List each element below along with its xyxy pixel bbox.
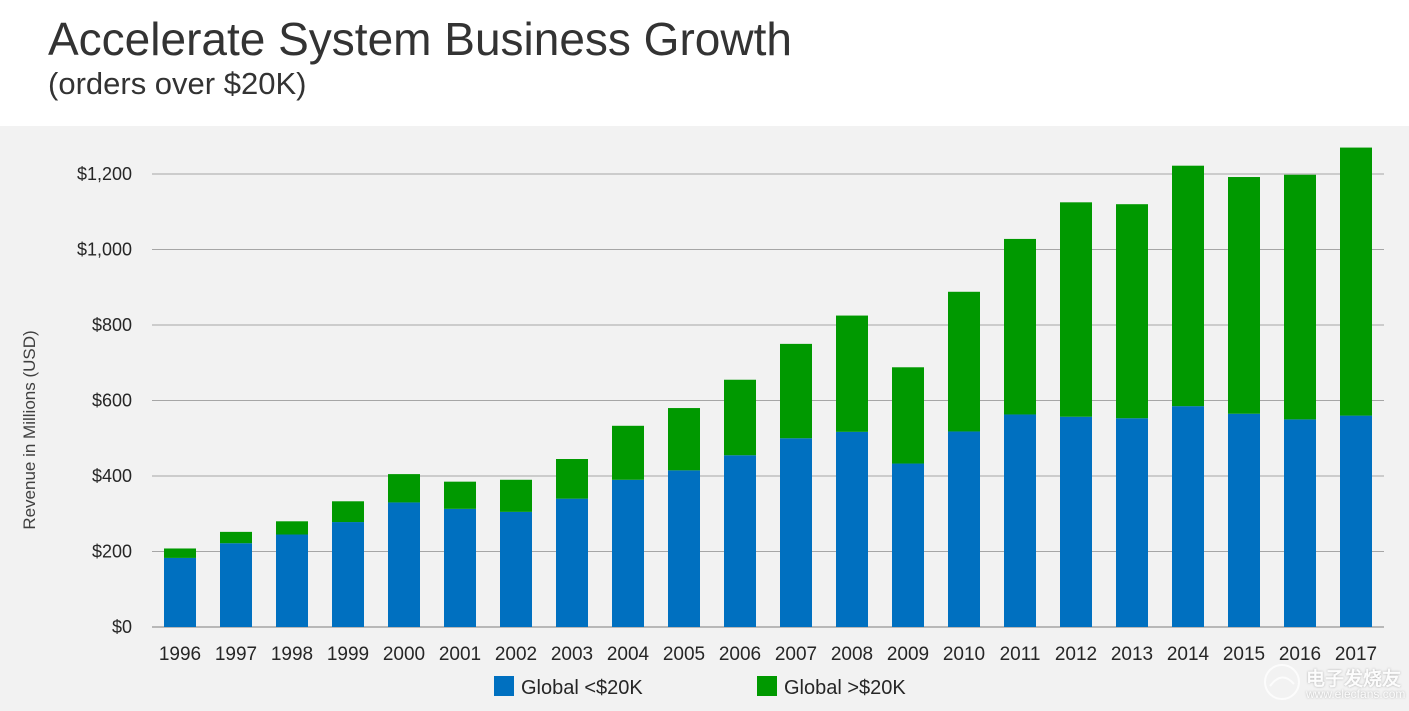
bar-global-over-20k [1340,147,1372,416]
x-tick-label: 2011 [1000,644,1041,665]
bar-global-over-20k [332,501,364,523]
legend-label: Global >$20K [784,677,906,699]
x-tick-label: 2003 [551,644,593,665]
x-tick-label: 2012 [1055,644,1097,665]
x-tick-label: 2007 [775,644,817,665]
y-tick-label: $0 [112,617,132,637]
x-tick-label: 2009 [887,644,929,665]
bar-global-over-20k [444,481,476,509]
x-tick-label: 2014 [1167,644,1210,665]
legend-swatch [757,676,777,696]
bar-global-over-20k [164,548,196,558]
bar-global-over-20k [1004,238,1036,415]
bar-global-under-20k [1228,413,1260,627]
bar-global-under-20k [1116,418,1148,627]
bar-global-under-20k [892,463,924,627]
legend-label: Global <$20K [521,677,643,699]
watermark: 电子发烧友 www.elecfans.com [1262,660,1406,706]
bar-global-under-20k [668,470,700,627]
watermark-text: 电子发烧友 [1306,669,1402,690]
x-tick-label: 1996 [159,644,201,665]
bar-global-under-20k [1284,419,1316,627]
y-tick-label: $1,000 [77,240,132,260]
bar-global-over-20k [724,379,756,456]
bar-global-under-20k [1172,406,1204,627]
watermark-url: www.elecfans.com [1306,687,1406,701]
bar-global-over-20k [668,408,700,471]
bar-global-over-20k [388,474,420,503]
legend-swatch [494,676,514,696]
x-tick-label: 2006 [719,644,761,665]
x-tick-label: 2002 [495,644,537,665]
watermark-logo-icon [1264,664,1300,700]
x-tick-label: 1999 [327,644,369,665]
bar-global-under-20k [556,498,588,627]
bar-global-over-20k [1116,204,1148,419]
x-tick-label: 2004 [607,644,650,665]
x-tick-label: 2015 [1223,644,1265,665]
bar-global-over-20k [612,425,644,480]
x-tick-label: 2010 [943,644,985,665]
bar-global-under-20k [612,479,644,627]
x-tick-label: 2016 [1279,644,1321,665]
bar-global-over-20k [220,531,252,544]
bar-global-under-20k [948,431,980,627]
bar-global-under-20k [444,508,476,627]
bar-global-over-20k [892,367,924,464]
legend: Global <$20K Global >$20K [494,676,906,699]
bar-global-over-20k [948,291,980,432]
y-axis-label: Revenue in Millions (USD) [20,330,39,529]
page-subtitle: (orders over $20K) [48,66,307,101]
y-tick-label: $200 [92,542,132,562]
x-tick-label: 2000 [383,644,425,665]
bar-global-over-20k [1172,165,1204,407]
bar-global-over-20k [1060,202,1092,417]
bar-global-over-20k [556,459,588,499]
bar-global-over-20k [276,521,308,535]
bar-global-under-20k [332,522,364,627]
page-title: Accelerate System Business Growth [48,13,792,65]
x-tick-label: 2013 [1111,644,1153,665]
x-tick-label: 2008 [831,644,873,665]
bar-global-over-20k [500,479,532,512]
bar-global-under-20k [500,511,532,627]
bar-global-over-20k [1228,177,1260,414]
y-tick-label: $1,200 [77,164,132,184]
y-tick-label: $600 [92,391,132,411]
y-tick-label: $800 [92,315,132,335]
bar-global-under-20k [164,557,196,627]
bar-global-over-20k [780,343,812,439]
bar-global-under-20k [1004,414,1036,627]
bar-global-over-20k [1284,174,1316,420]
bar-global-under-20k [276,534,308,627]
bar-global-under-20k [1060,416,1092,627]
bar-global-under-20k [1340,415,1372,627]
bar-global-under-20k [388,502,420,627]
x-tick-label: 2017 [1335,644,1377,665]
x-tick-label: 1997 [215,644,257,665]
x-tick-label: 2005 [663,644,705,665]
bar-global-under-20k [836,431,868,627]
y-tick-label: $400 [92,466,132,486]
bar-global-under-20k [724,455,756,627]
bar-global-under-20k [220,543,252,627]
bar-global-under-20k [780,438,812,627]
bar-global-over-20k [836,315,868,432]
x-tick-label: 1998 [271,644,313,665]
x-tick-label: 2001 [439,644,481,665]
